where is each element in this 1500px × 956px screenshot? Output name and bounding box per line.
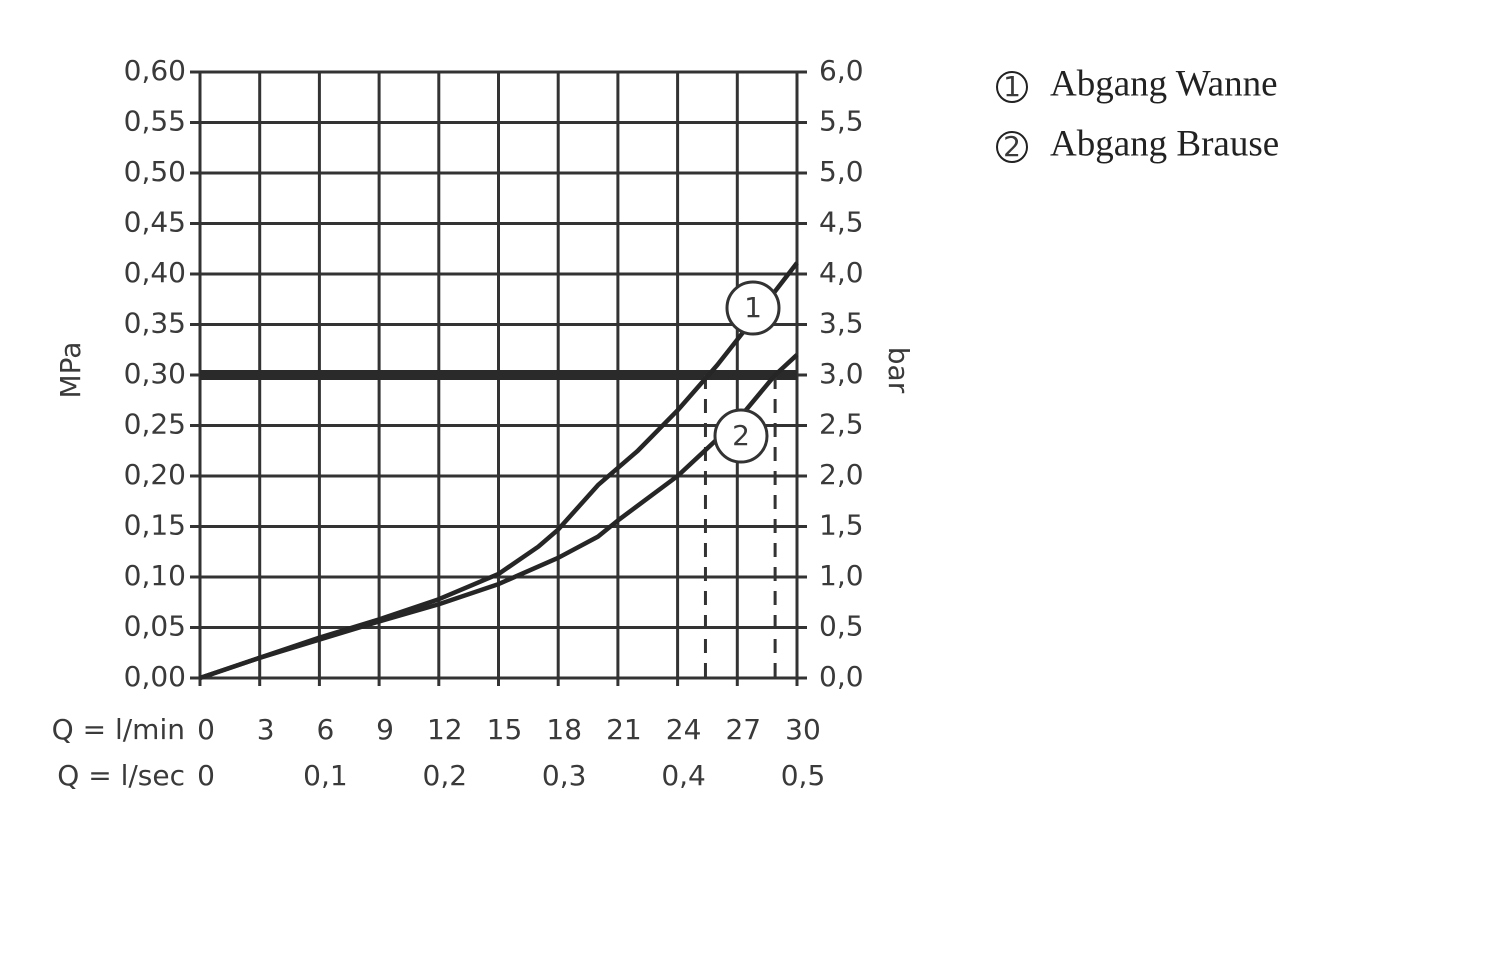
- x2-tick-label: 0,4: [661, 759, 706, 792]
- legend-marker: [996, 131, 1028, 163]
- x-tick-label: 6: [316, 713, 334, 746]
- y-tick-label: 0,50: [124, 155, 186, 188]
- y2-tick-label: 4,5: [819, 206, 864, 239]
- y-tick-label: 0,05: [124, 610, 186, 643]
- y2-tick-label: 3,5: [819, 307, 864, 340]
- x-tick-label: 18: [546, 713, 582, 746]
- legend-label: Abgang Wanne: [1050, 63, 1278, 104]
- curve-tag-label: 1: [744, 291, 762, 324]
- y2-tick-label: 5,5: [819, 105, 864, 138]
- x-axis-label: Q = l/min: [52, 713, 185, 746]
- x2-tick-label: 0,1: [303, 759, 348, 792]
- y-tick-label: 0,45: [124, 206, 186, 239]
- legend-marker-label: 1: [1003, 70, 1021, 103]
- y2-tick-label: 6,0: [819, 54, 864, 87]
- x-tick-label: 24: [666, 713, 702, 746]
- x2-tick-label: 0,3: [542, 759, 587, 792]
- y-tick-label: 0,40: [124, 256, 186, 289]
- y2-tick-label: 2,5: [819, 408, 864, 441]
- x-tick-label: 21: [606, 713, 642, 746]
- y2-tick-label: 1,0: [819, 559, 864, 592]
- curve-tag-label: 2: [732, 419, 750, 452]
- y2-tick-label: 1,5: [819, 509, 864, 542]
- x-tick-label: 0: [197, 713, 215, 746]
- y-tick-label: 0,15: [124, 509, 186, 542]
- x-tick-label: 30: [785, 713, 821, 746]
- y2-tick-label: 0,0: [819, 660, 864, 693]
- y-tick-label: 0,10: [124, 559, 186, 592]
- y-tick-label: 0,35: [124, 307, 186, 340]
- legend-label: Abgang Brause: [1050, 123, 1279, 164]
- y-tick-label: 0,00: [124, 660, 186, 693]
- y2-tick-label: 4,0: [819, 256, 864, 289]
- y2-axis-label: bar: [882, 347, 915, 394]
- x-tick-label: 27: [725, 713, 761, 746]
- y2-tick-label: 2,0: [819, 458, 864, 491]
- legend-marker: [996, 71, 1028, 103]
- legend-marker-label: 2: [1003, 130, 1021, 163]
- curve-tag: [725, 280, 781, 336]
- x2-tick-label: 0: [197, 759, 215, 792]
- x2-tick-label: 0,5: [781, 759, 826, 792]
- x-tick-label: 15: [487, 713, 523, 746]
- x2-tick-label: 0,2: [423, 759, 468, 792]
- x-tick-label: 3: [257, 713, 275, 746]
- x-tick-label: 12: [427, 713, 463, 746]
- y-tick-label: 0,55: [124, 105, 186, 138]
- y2-tick-label: 3,0: [819, 357, 864, 390]
- y-axis-label: MPa: [54, 342, 87, 399]
- y2-tick-label: 0,5: [819, 610, 864, 643]
- y-tick-label: 0,30: [124, 357, 186, 390]
- y-tick-label: 0,60: [124, 54, 186, 87]
- x-tick-label: 9: [376, 713, 394, 746]
- y-tick-label: 0,25: [124, 408, 186, 441]
- y-tick-label: 0,20: [124, 458, 186, 491]
- y2-tick-label: 5,0: [819, 155, 864, 188]
- x2-axis-label: Q = l/sec: [57, 759, 185, 792]
- curve-tag: [713, 408, 769, 464]
